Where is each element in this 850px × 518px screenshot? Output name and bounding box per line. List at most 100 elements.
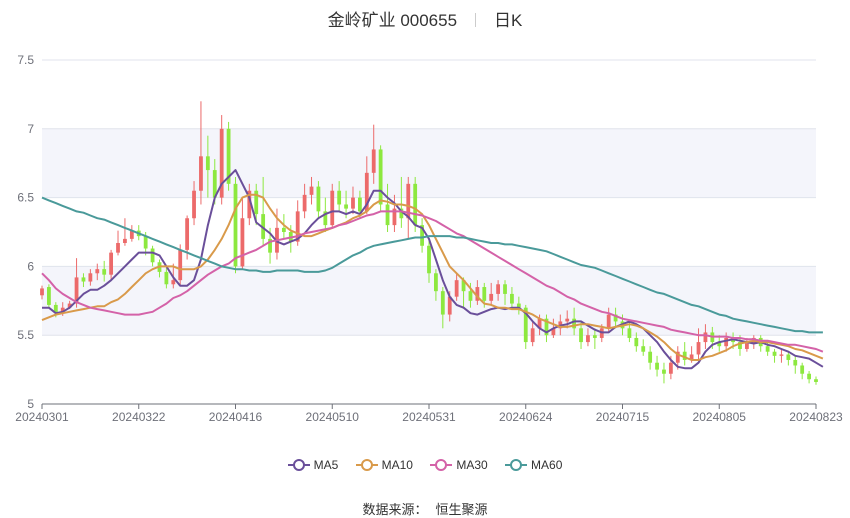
candle-7 xyxy=(88,269,93,286)
candle-65 xyxy=(489,282,494,305)
candle-body-47 xyxy=(364,172,369,212)
candle-45 xyxy=(351,186,355,215)
candle-body-52 xyxy=(399,208,404,219)
candle-body-40 xyxy=(316,186,321,212)
candle-body-56 xyxy=(427,245,431,274)
candle-body-28 xyxy=(233,183,238,267)
candle-83 xyxy=(613,307,618,329)
candle-body-78 xyxy=(579,328,583,343)
candle-9 xyxy=(102,260,107,282)
candle-23 xyxy=(199,101,203,205)
candle-body-20 xyxy=(178,249,183,281)
legend-item-ma30[interactable]: MA30 xyxy=(430,458,488,472)
candle-body-90 xyxy=(662,369,666,374)
candle-111 xyxy=(807,370,811,384)
candle-body-73 xyxy=(544,318,549,336)
legend-marker-ma10 xyxy=(355,459,378,471)
candle-body-3 xyxy=(60,307,65,314)
legend-marker-ma5 xyxy=(287,459,310,471)
candle-body-99 xyxy=(724,337,729,347)
candle-body-43 xyxy=(337,190,342,205)
candle-body-80 xyxy=(592,335,597,338)
candle-body-101 xyxy=(738,342,742,349)
candle-body-105 xyxy=(765,346,770,352)
y-tick-0: 5 xyxy=(27,397,34,411)
candle-0 xyxy=(40,285,44,300)
data-source: 数据来源： 恒生聚源 xyxy=(0,499,850,518)
legend-item-ma5[interactable]: MA5 xyxy=(287,458,339,472)
candle-body-25 xyxy=(212,170,217,198)
candle-body-42 xyxy=(330,190,335,226)
candle-8 xyxy=(95,263,100,281)
candle-body-107 xyxy=(779,354,784,356)
candle-body-18 xyxy=(164,271,169,285)
candle-93 xyxy=(682,342,687,366)
x-tick-5: 20240624 xyxy=(499,410,553,424)
candle-body-13 xyxy=(129,230,134,239)
candle-53 xyxy=(406,176,411,239)
period-label: 日K xyxy=(494,11,523,30)
candle-body-39 xyxy=(309,186,314,195)
candle-body-83 xyxy=(613,314,618,322)
candle-body-98 xyxy=(717,342,722,347)
source-value: 恒生聚源 xyxy=(435,502,488,517)
candle-body-79 xyxy=(586,335,590,343)
candle-body-7 xyxy=(88,273,93,282)
candle-87 xyxy=(641,339,646,356)
candle-12 xyxy=(123,218,127,246)
candle-95 xyxy=(696,328,701,360)
candle-18 xyxy=(164,267,169,289)
candle-body-27 xyxy=(226,128,231,184)
candle-body-41 xyxy=(323,211,328,226)
candle-body-55 xyxy=(420,225,424,246)
candle-86 xyxy=(634,332,639,352)
candle-109 xyxy=(793,355,798,374)
candle-body-38 xyxy=(302,194,307,212)
candle-16 xyxy=(150,245,155,267)
candle-body-67 xyxy=(503,284,507,294)
candle-54 xyxy=(413,176,418,232)
candle-body-12 xyxy=(123,238,127,244)
candle-body-64 xyxy=(482,287,487,301)
candle-body-32 xyxy=(261,214,266,239)
candle-13 xyxy=(129,225,134,242)
candle-body-51 xyxy=(392,208,397,226)
candle-112 xyxy=(814,376,818,385)
x-tick-4: 20240531 xyxy=(402,410,456,424)
candle-1 xyxy=(47,284,51,308)
candle-body-26 xyxy=(219,128,224,198)
candle-body-94 xyxy=(689,354,694,360)
candle-body-2 xyxy=(53,304,58,314)
series-line-ma60 xyxy=(41,196,823,334)
candle-55 xyxy=(420,218,424,253)
candle-body-85 xyxy=(627,328,632,338)
legend-marker-ma60 xyxy=(505,459,528,471)
candle-body-49 xyxy=(378,149,383,205)
candle-35 xyxy=(281,214,286,239)
candle-6 xyxy=(81,273,86,288)
candle-98 xyxy=(717,335,722,352)
candle-43 xyxy=(337,181,342,212)
candle-50 xyxy=(385,183,390,232)
candle-body-112 xyxy=(814,379,818,382)
candle-body-19 xyxy=(171,280,176,285)
candle-body-102 xyxy=(744,343,749,349)
y-tick-3: 6.5 xyxy=(17,191,34,205)
candle-103 xyxy=(751,335,756,349)
legend-label-ma5: MA5 xyxy=(313,458,339,472)
candle-89 xyxy=(655,355,659,377)
candle-68 xyxy=(510,287,514,308)
candle-body-76 xyxy=(565,318,570,322)
y-tick-1: 5.5 xyxy=(17,328,34,342)
stock-name: 金岭矿业 000655 xyxy=(327,11,458,30)
legend-label-ma30: MA30 xyxy=(456,458,488,472)
candle-56 xyxy=(427,238,431,283)
legend-item-ma60[interactable]: MA60 xyxy=(505,458,562,472)
candle-body-60 xyxy=(454,280,459,297)
candle-body-96 xyxy=(703,332,708,343)
legend-item-ma10[interactable]: MA10 xyxy=(355,458,413,472)
x-axis: 20240301 20240322 20240416 20240510 20240531… xyxy=(15,403,843,424)
candle-body-58 xyxy=(440,291,445,315)
candle-body-74 xyxy=(551,328,556,336)
